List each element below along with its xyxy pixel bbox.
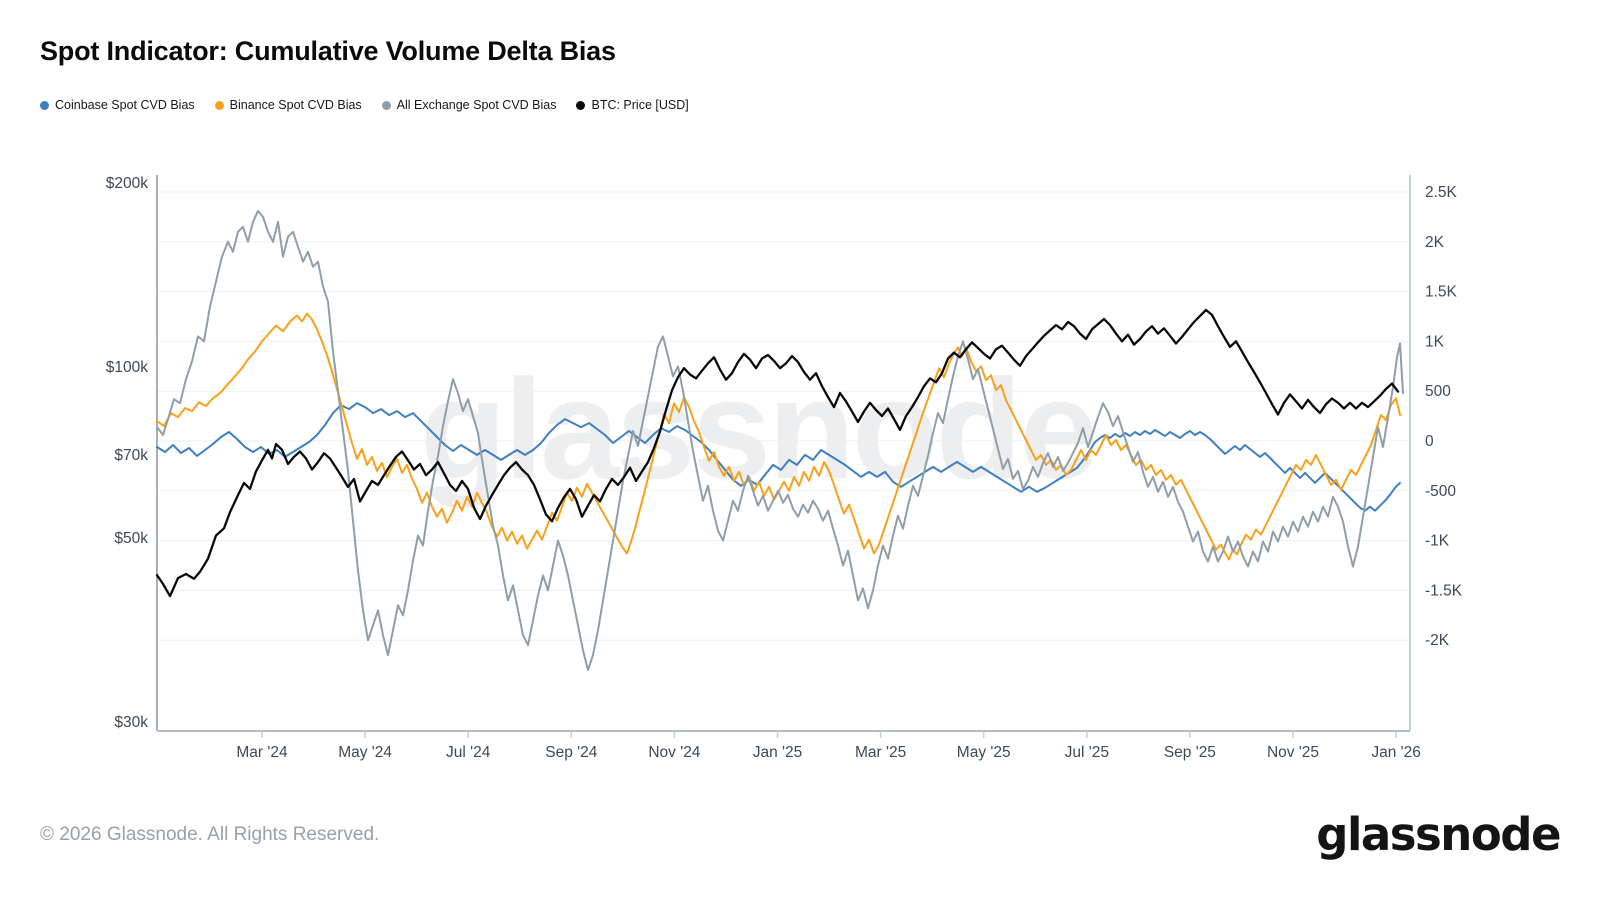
x-tick-label: May '25: [957, 744, 1011, 761]
right-axis-label: -1.5K: [1425, 582, 1463, 599]
x-tick-label: Mar '25: [855, 744, 906, 761]
right-axis-label: 500: [1425, 383, 1451, 400]
right-axis-label: -1K: [1425, 533, 1450, 550]
right-axis-label: -2K: [1425, 632, 1450, 649]
legend-color-dot-icon: [214, 100, 224, 110]
x-tick-label: Mar '24: [236, 744, 288, 761]
x-tick-label: Nov '24: [648, 744, 700, 761]
x-tick-label: May '24: [338, 744, 392, 761]
right-axis-label: 2K: [1425, 234, 1445, 251]
series-line-coinbase-spot-cvd-bias: [156, 402, 1401, 512]
legend-item-binance[interactable]: Binance Spot CVD Bias: [214, 98, 362, 112]
chart-legend: Coinbase Spot CVD Bias Binance Spot CVD …: [40, 98, 709, 112]
legend-label: BTC: Price [USD]: [591, 98, 689, 112]
right-axis-label: 0: [1425, 433, 1434, 450]
legend-color-dot-icon: [40, 100, 49, 110]
page-title: Spot Indicator: Cumulative Volume Delta …: [40, 36, 616, 66]
left-axis-label: $50k: [114, 530, 148, 547]
x-tick-label: Jul '25: [1065, 744, 1109, 761]
legend-label: Coinbase Spot CVD Bias: [55, 98, 195, 112]
series-line-btc-price-usd: [155, 308, 1400, 598]
series-line-binance-spot-cvd-bias: [156, 312, 1401, 561]
x-tick-label: Jan '25: [753, 744, 803, 761]
x-tick-label: Sep '24: [545, 744, 597, 761]
glassnode-logo: glassnode: [1316, 808, 1561, 861]
right-axis-label: -500: [1425, 483, 1456, 500]
right-axis-label: 1.5K: [1425, 284, 1458, 301]
legend-color-dot-icon: [576, 100, 586, 110]
legend-item-all-exchange[interactable]: All Exchange Spot CVD Bias: [381, 98, 557, 112]
x-tick-label: Sep '25: [1164, 744, 1216, 761]
legend-label: All Exchange Spot CVD Bias: [396, 98, 557, 112]
left-axis-label: $30k: [114, 714, 148, 731]
legend-label: Binance Spot CVD Bias: [229, 98, 362, 112]
left-axis-label: $200k: [106, 175, 148, 192]
legend-item-btc-price[interactable]: BTC: Price [USD]: [576, 98, 689, 112]
x-tick-label: Jul '24: [446, 744, 491, 761]
right-axis-label: 2.5K: [1425, 184, 1458, 201]
left-axis-label: $70k: [114, 447, 148, 464]
left-axis-label: $100k: [106, 359, 148, 376]
legend-item-coinbase[interactable]: Coinbase Spot CVD Bias: [40, 98, 195, 112]
legend-color-dot-icon: [381, 100, 391, 110]
x-tick-label: Jan '26: [1371, 744, 1421, 761]
copyright-text: © 2026 Glassnode. All Rights Reserved.: [40, 824, 380, 845]
right-axis-label: 1K: [1425, 333, 1445, 350]
x-tick-label: Nov '25: [1267, 744, 1319, 761]
series-line-all-exchange-spot-cvd-bias: [156, 209, 1404, 672]
